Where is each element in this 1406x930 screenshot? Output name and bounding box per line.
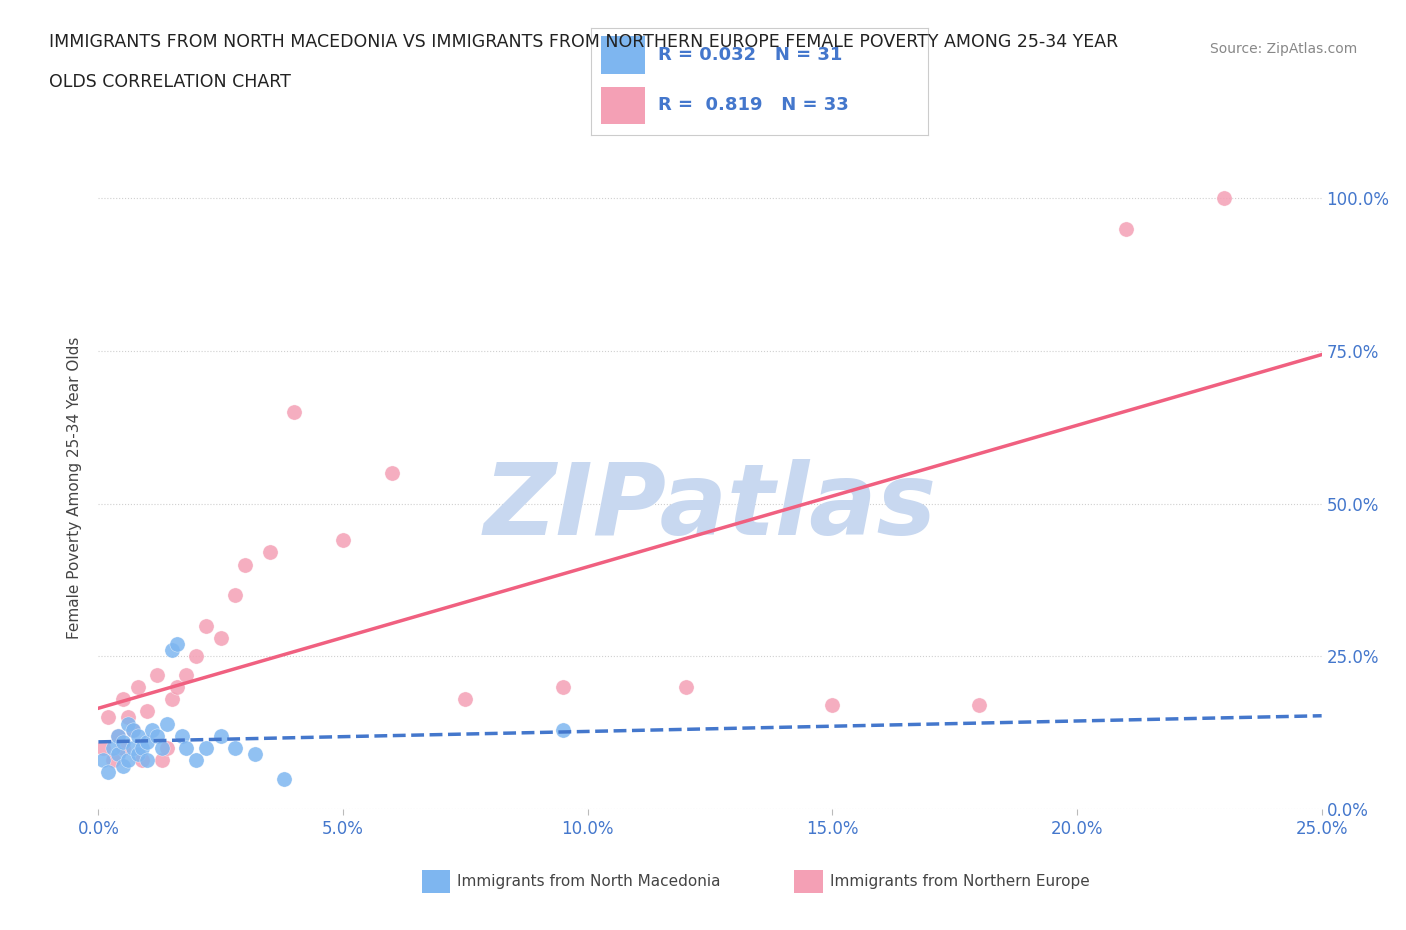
Point bbox=[233, 557, 256, 572]
Text: OLDS CORRELATION CHART: OLDS CORRELATION CHART bbox=[49, 73, 291, 90]
Point bbox=[224, 588, 246, 603]
Point bbox=[131, 752, 153, 767]
Bar bbox=[600, 86, 644, 125]
Point bbox=[136, 752, 159, 767]
Point bbox=[273, 771, 295, 786]
Y-axis label: Female Poverty Among 25-34 Year Olds: Female Poverty Among 25-34 Year Olds bbox=[67, 337, 83, 640]
Point bbox=[111, 735, 134, 750]
Point bbox=[97, 710, 120, 724]
Point bbox=[176, 667, 198, 682]
Point bbox=[146, 728, 169, 743]
Point bbox=[195, 740, 218, 755]
Point bbox=[117, 716, 139, 731]
Point bbox=[156, 716, 179, 731]
Point bbox=[209, 631, 232, 645]
Point bbox=[121, 723, 143, 737]
Text: Immigrants from North Macedonia: Immigrants from North Macedonia bbox=[457, 874, 720, 889]
Point bbox=[381, 466, 404, 481]
Point bbox=[131, 740, 153, 755]
Point bbox=[127, 680, 149, 695]
Point bbox=[186, 649, 208, 664]
Point bbox=[107, 747, 129, 762]
Bar bbox=[600, 36, 644, 73]
Point bbox=[127, 747, 149, 762]
Point bbox=[101, 752, 124, 767]
Point bbox=[121, 723, 143, 737]
Text: R =  0.819   N = 33: R = 0.819 N = 33 bbox=[658, 97, 849, 114]
Point bbox=[127, 728, 149, 743]
Point bbox=[332, 533, 354, 548]
Point bbox=[150, 740, 173, 755]
Point bbox=[117, 752, 139, 767]
Point bbox=[156, 740, 179, 755]
Point bbox=[675, 680, 697, 695]
Point bbox=[170, 728, 193, 743]
Point bbox=[91, 740, 114, 755]
Point bbox=[186, 752, 208, 767]
Point bbox=[967, 698, 990, 712]
Point bbox=[283, 405, 305, 419]
Text: R = 0.032   N = 31: R = 0.032 N = 31 bbox=[658, 46, 842, 64]
Point bbox=[97, 765, 120, 780]
Text: IMMIGRANTS FROM NORTH MACEDONIA VS IMMIGRANTS FROM NORTHERN EUROPE FEMALE POVERT: IMMIGRANTS FROM NORTH MACEDONIA VS IMMIG… bbox=[49, 33, 1118, 50]
Point bbox=[107, 728, 129, 743]
Point bbox=[107, 728, 129, 743]
Point bbox=[91, 752, 114, 767]
Point bbox=[146, 667, 169, 682]
Point bbox=[553, 723, 575, 737]
Point bbox=[176, 740, 198, 755]
Point bbox=[111, 692, 134, 707]
Point bbox=[209, 728, 232, 743]
Point bbox=[141, 723, 163, 737]
Text: Immigrants from Northern Europe: Immigrants from Northern Europe bbox=[830, 874, 1090, 889]
Point bbox=[101, 740, 124, 755]
Point bbox=[111, 759, 134, 774]
Point bbox=[160, 692, 183, 707]
Point bbox=[195, 618, 218, 633]
Point bbox=[821, 698, 844, 712]
Point bbox=[166, 680, 188, 695]
Point bbox=[150, 752, 173, 767]
Point bbox=[166, 637, 188, 652]
Point bbox=[1115, 221, 1137, 236]
Point bbox=[454, 692, 477, 707]
Point bbox=[121, 740, 143, 755]
Point bbox=[553, 680, 575, 695]
Point bbox=[259, 545, 281, 560]
Point bbox=[136, 735, 159, 750]
Point bbox=[1212, 191, 1234, 206]
Point bbox=[117, 710, 139, 724]
Point bbox=[224, 740, 246, 755]
Point bbox=[243, 747, 266, 762]
Point bbox=[136, 704, 159, 719]
Point bbox=[111, 740, 134, 755]
Text: Source: ZipAtlas.com: Source: ZipAtlas.com bbox=[1209, 42, 1357, 56]
Text: ZIPatlas: ZIPatlas bbox=[484, 459, 936, 556]
Point bbox=[160, 643, 183, 658]
